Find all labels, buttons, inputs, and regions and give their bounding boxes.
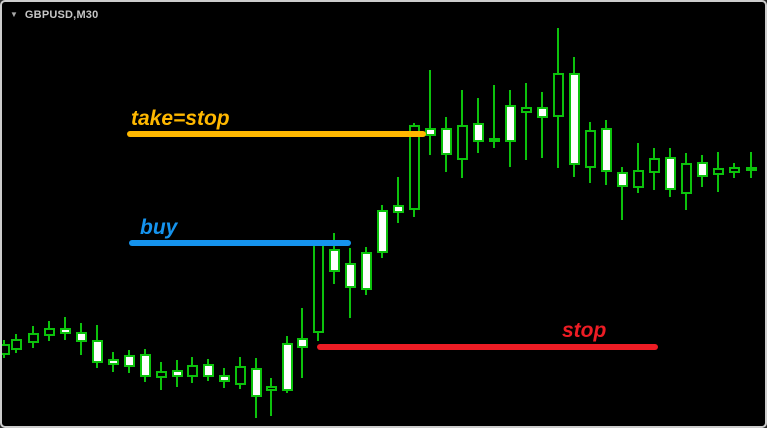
candle-body-down — [266, 386, 277, 391]
candle-body-down — [187, 365, 198, 377]
candle-body-up — [282, 343, 293, 391]
candle-body-down — [585, 130, 596, 168]
candle-body-up — [251, 368, 262, 397]
candle-body-up — [345, 263, 356, 288]
candle-body-up — [108, 359, 119, 365]
candle-body-up — [473, 123, 484, 142]
chevron-down-icon[interactable]: ▼ — [10, 10, 18, 19]
candle-wick — [637, 143, 639, 193]
symbol-header: ▼ GBPUSD,M30 — [10, 9, 98, 21]
candle-body-down — [633, 170, 644, 188]
candle-body-up — [441, 128, 452, 155]
candle-body-down — [489, 138, 500, 142]
symbol-label: GBPUSD,M30 — [24, 9, 99, 21]
candle-body-down — [313, 242, 324, 333]
candle-body-up — [140, 354, 151, 377]
candle-body-up — [203, 364, 214, 377]
candle-body-down — [713, 168, 724, 175]
candle-body-down — [729, 167, 740, 173]
candle-body-up — [537, 107, 548, 118]
candle-wick — [429, 70, 431, 155]
candle-body-down — [409, 125, 420, 210]
candle-body-down — [553, 73, 564, 117]
candle-body-up — [617, 172, 628, 187]
candle-body-down — [28, 333, 39, 343]
candle-body-up — [172, 370, 183, 377]
candle-body-up — [60, 328, 71, 334]
candle-wick — [493, 85, 495, 148]
stop-label[interactable]: stop — [562, 319, 607, 342]
candle-body-up — [425, 128, 436, 136]
candle-body-up — [219, 375, 230, 382]
candle-body-up — [601, 128, 612, 172]
candle-wick — [525, 83, 527, 160]
buy-line[interactable] — [129, 240, 351, 246]
candle-body-up — [92, 340, 103, 363]
candle-body-down — [649, 158, 660, 173]
candle-body-up — [393, 205, 404, 213]
candle-body-up — [76, 332, 87, 342]
candle-wick — [621, 167, 623, 220]
stop-line[interactable] — [317, 344, 658, 350]
candle-body-down — [457, 125, 468, 160]
candle-body-up — [569, 73, 580, 165]
candle-body-up — [665, 157, 676, 190]
buy-label[interactable]: buy — [140, 216, 178, 239]
candle-body-down — [681, 163, 692, 194]
candle-body-up — [297, 338, 308, 348]
candle-body-down — [521, 107, 532, 113]
candle-body-up — [329, 249, 340, 272]
candle-wick — [397, 177, 399, 223]
candle-body-down — [11, 339, 22, 350]
candle-wick — [541, 92, 543, 158]
candle-body-down — [235, 366, 246, 385]
take-stop-line[interactable] — [127, 131, 426, 137]
candle-body-down — [2, 344, 10, 355]
candle-body-up — [697, 162, 708, 177]
take-stop-label[interactable]: take=stop — [131, 107, 230, 130]
candle-body-down — [746, 167, 757, 171]
candle-body-up — [361, 252, 372, 290]
candle-body-up — [124, 355, 135, 367]
candle-body-down — [156, 371, 167, 378]
candle-wick — [750, 152, 752, 178]
candle-body-up — [505, 105, 516, 142]
candle-body-down — [44, 328, 55, 336]
candle-wick — [270, 378, 272, 416]
candle-body-up — [377, 210, 388, 253]
